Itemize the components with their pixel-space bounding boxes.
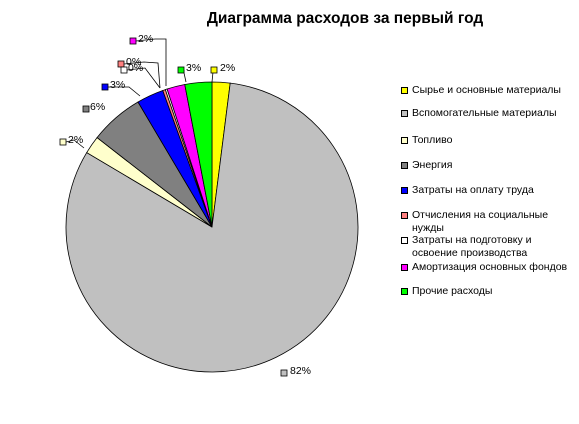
legend-label: Затраты на подготовку и освоение произво… (412, 234, 532, 259)
data-label-key (120, 66, 128, 74)
data-label-key (101, 83, 109, 91)
legend-label: Отчисления на социальные нужды (412, 209, 549, 234)
data-label-key (177, 66, 185, 74)
data-label: 3% (186, 62, 201, 74)
pie-slice (184, 81, 213, 228)
legend-swatch (401, 162, 408, 169)
leader-line (126, 67, 161, 89)
data-label: 0% (126, 56, 141, 68)
legend-label: Прочие расходы (412, 285, 493, 297)
data-label-key (117, 60, 125, 68)
data-label-key (280, 369, 288, 377)
legend-swatch (401, 212, 408, 219)
legend-swatch (401, 288, 408, 295)
chart-title: Диаграмма расходов за первый год (206, 10, 484, 27)
data-label: 0% (128, 62, 143, 74)
legend-label: Сырье и основные материалы (412, 84, 561, 96)
legend-swatch (401, 87, 408, 94)
data-label: 2% (68, 134, 83, 146)
leader-line (108, 86, 141, 97)
legend-swatch (401, 264, 408, 271)
data-label: 3% (110, 79, 125, 91)
legend-label: Вспомогательные материалы (412, 107, 557, 119)
legend-label: Топливо (412, 134, 453, 146)
data-label-key (210, 66, 218, 74)
data-label: 2% (220, 62, 235, 74)
legend-swatch (401, 137, 408, 144)
leader-line (65, 139, 85, 149)
legend-label: Затраты на оплату труда (412, 184, 534, 196)
legend-label: Энергия (412, 159, 453, 171)
data-label: 82% (290, 365, 311, 377)
legend-label: Амортизация основных фондов (412, 261, 568, 273)
data-label-key (82, 105, 90, 113)
data-label-key (129, 37, 137, 45)
data-label-key (59, 138, 67, 146)
legend-swatch (401, 110, 408, 117)
leader-line (123, 61, 161, 89)
leader-line (135, 38, 167, 86)
legend-swatch (401, 187, 408, 194)
data-label: 2% (138, 33, 153, 45)
legend-swatch (401, 237, 408, 244)
data-label: 6% (90, 101, 105, 113)
pie-slice (65, 82, 359, 373)
